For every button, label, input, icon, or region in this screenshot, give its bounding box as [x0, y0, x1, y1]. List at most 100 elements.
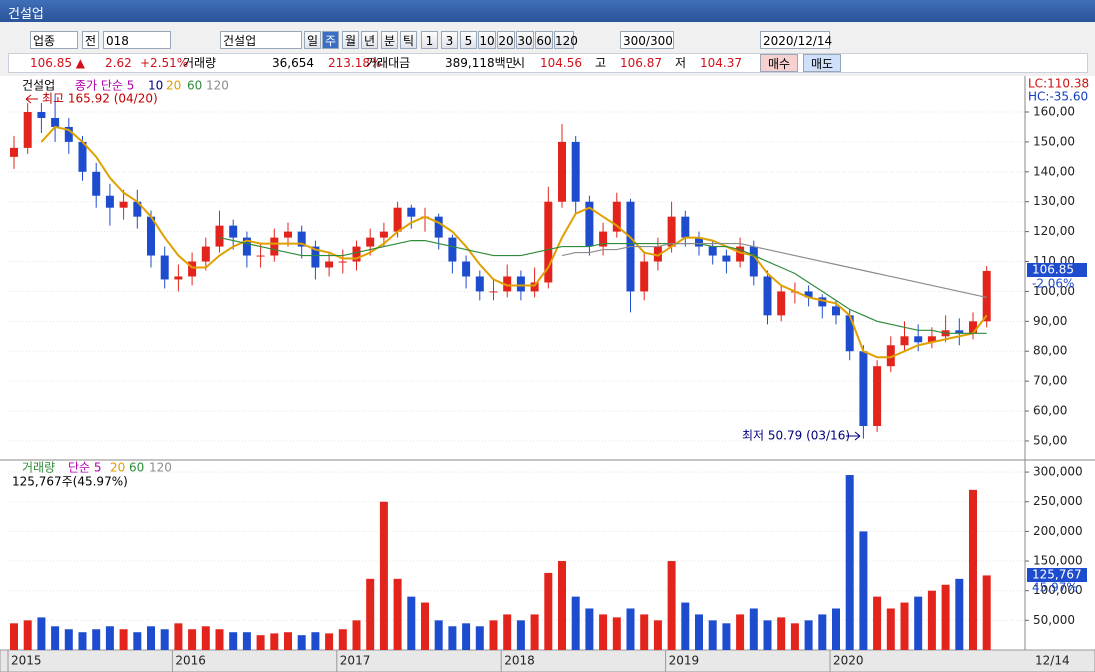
candle-body	[873, 366, 882, 427]
candle-body	[379, 231, 388, 238]
candle-body	[147, 216, 155, 256]
info-price: 106.85 ▲	[30, 56, 86, 70]
info-volume_label: 거래량	[183, 56, 217, 70]
toolbar-item[interactable]: 주	[322, 31, 339, 49]
volume-bar	[64, 629, 73, 650]
volume-bar	[489, 620, 498, 650]
legend-entry: 20	[110, 461, 125, 475]
volume-bar	[722, 623, 731, 650]
candle-body	[571, 141, 580, 202]
volume-bar	[23, 620, 32, 650]
volume-bar	[886, 608, 895, 650]
high-arrow	[25, 94, 38, 104]
volume-bar	[626, 608, 635, 650]
info-volume: 36,654	[272, 56, 314, 70]
y-tick-label: 150,00	[1033, 134, 1075, 148]
buy-button[interactable]: 매수	[760, 54, 798, 72]
volume-tag	[1027, 568, 1087, 582]
volume-bar	[845, 475, 854, 650]
candle-body	[325, 261, 334, 268]
volume-bar	[270, 633, 279, 650]
legend-entry: 60	[129, 461, 144, 475]
moving-average	[219, 237, 987, 334]
info-low_label: 저	[675, 56, 687, 70]
toolbar-item[interactable]: 30	[516, 31, 534, 49]
volume-bar	[955, 578, 964, 650]
candle-body	[297, 231, 306, 247]
y-tick-label: 100,000	[1033, 583, 1083, 597]
toolbar-item[interactable]: 120	[554, 31, 578, 49]
volume-bar	[653, 620, 662, 650]
candle-body	[242, 237, 251, 256]
toolbar-item[interactable]: 년	[361, 31, 378, 49]
toolbar-item[interactable]: 60	[535, 31, 553, 49]
moving-average	[40, 125, 988, 359]
toolbar-item[interactable]: 5	[460, 31, 477, 49]
volume-bar	[832, 608, 840, 650]
toolbar-item[interactable]: 업종	[30, 31, 78, 49]
y-tick-label: 150,000	[1033, 554, 1083, 568]
volume-bar	[297, 635, 306, 650]
candle-body	[681, 216, 690, 238]
volume-bar	[174, 623, 183, 650]
candle-body	[955, 330, 964, 334]
candle-body	[270, 237, 279, 256]
y-tick-label: 50,00	[1033, 433, 1067, 447]
toolbar-item[interactable]: 2020/12/14	[760, 31, 832, 49]
volume-bar	[188, 629, 197, 650]
volume-bar	[544, 572, 553, 650]
volume-bar	[284, 632, 292, 650]
y-tick-label: 160,00	[1033, 104, 1075, 118]
volume-bar	[695, 614, 703, 650]
info-amount_label: 거래대금	[366, 56, 411, 70]
legend-entry: 120	[149, 461, 172, 475]
toolbar-item[interactable]: 10	[478, 31, 496, 49]
x-tick-label: 2015	[11, 654, 42, 668]
toolbar-item[interactable]: 틱	[400, 31, 417, 49]
sell-button[interactable]: 매도	[803, 54, 841, 72]
toolbar-item[interactable]: 분	[381, 31, 398, 49]
toolbar-item[interactable]: 건설업	[220, 31, 302, 49]
info-high_label: 고	[595, 56, 607, 70]
panel-title: 거래량	[22, 461, 55, 475]
price-tag	[1027, 263, 1087, 277]
toolbar-item[interactable]: 300/300	[620, 31, 674, 49]
candle-body	[914, 336, 923, 343]
x-tick-label: 2019	[669, 654, 700, 668]
volume-bar	[215, 629, 224, 650]
candle-body	[407, 207, 416, 217]
volume-bar	[599, 614, 608, 650]
candle-body	[215, 225, 224, 247]
candle-body	[736, 246, 745, 262]
candle-body	[982, 270, 991, 322]
candle-body	[640, 261, 649, 292]
candle-body	[37, 111, 46, 118]
candle-body	[434, 216, 443, 238]
volume-bar	[585, 608, 594, 650]
y-tick-label: 50,000	[1033, 613, 1075, 627]
hc-label: HC:-35.60	[1028, 90, 1088, 104]
volume-bar	[475, 626, 484, 650]
volume-bar	[160, 629, 169, 650]
volume-bar	[379, 501, 388, 650]
candle-body	[475, 276, 484, 292]
x-end-label: 12/14	[1035, 654, 1070, 668]
candle-body	[393, 207, 402, 232]
candle-body	[558, 141, 566, 202]
toolbar-item[interactable]: 전	[82, 31, 99, 49]
toolbar-item[interactable]: 1	[421, 31, 438, 49]
volume-bar	[914, 596, 923, 650]
volume-bar	[667, 561, 676, 650]
candle-body	[256, 255, 265, 257]
toolbar-item[interactable]: 20	[497, 31, 515, 49]
volume-bar	[530, 614, 539, 650]
volume-bar	[859, 531, 868, 650]
toolbar-item[interactable]: 018	[103, 31, 171, 49]
toolbar-item[interactable]: 월	[342, 31, 359, 49]
volume-bar	[338, 629, 347, 650]
x-tick-label: 2020	[833, 654, 864, 668]
toolbar-item[interactable]: 3	[441, 31, 458, 49]
candle-body	[160, 255, 169, 280]
info-open: 104.56	[540, 56, 582, 70]
toolbar-item[interactable]: 일	[304, 31, 321, 49]
